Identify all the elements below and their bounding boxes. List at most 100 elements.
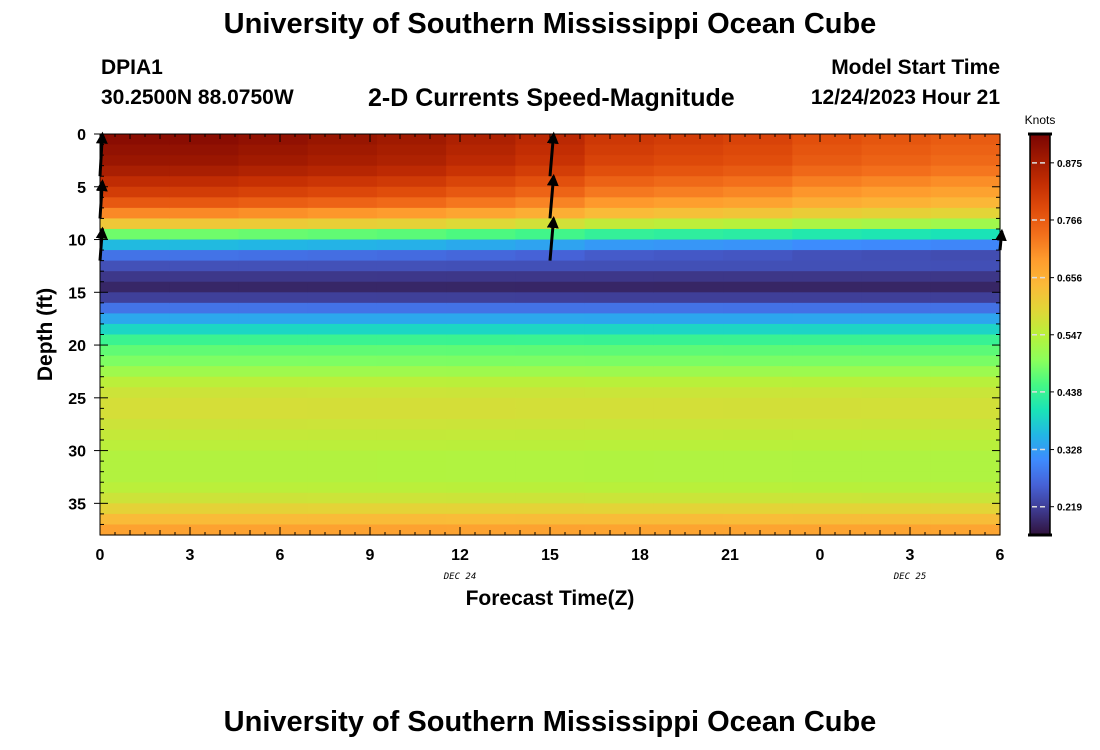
heatmap-cell <box>515 376 586 388</box>
heatmap-cell <box>515 492 586 504</box>
heatmap-cell <box>169 323 240 336</box>
heatmap-cell <box>515 313 586 325</box>
heatmap-cell <box>792 482 863 494</box>
heatmap-cell <box>861 323 932 336</box>
heatmap-cell <box>376 144 447 156</box>
y-tick-label: 0 <box>77 127 86 144</box>
y-tick-label: 25 <box>68 391 86 408</box>
heatmap-cell <box>307 165 378 177</box>
heatmap-cell <box>376 429 447 441</box>
heatmap-cell <box>446 366 516 378</box>
heatmap-cell <box>861 207 932 220</box>
heatmap-cell <box>515 302 586 314</box>
heatmap-cell <box>653 355 724 367</box>
heatmap-cell <box>792 345 863 357</box>
heatmap-cell <box>584 165 655 177</box>
heatmap-cell <box>169 513 240 526</box>
heatmap-cell <box>723 313 793 325</box>
heatmap-cell <box>861 218 932 230</box>
heatmap-cell <box>515 292 586 304</box>
x-axis: 0 3 6 9 12 15 18 21 0 3 6 DEC 24 DEC 25 <box>96 134 1005 582</box>
heatmap-cell <box>100 418 170 431</box>
heatmap-cell <box>930 281 1001 293</box>
heatmap-cell <box>376 239 447 251</box>
heatmap-cell <box>100 155 170 167</box>
heatmap-cell <box>238 492 309 504</box>
heatmap-cell <box>861 503 932 515</box>
heatmap-cell <box>515 144 586 156</box>
heatmap-cell <box>446 134 516 146</box>
heatmap-cell <box>307 271 378 283</box>
heatmap-cell <box>861 513 932 526</box>
heatmap-cell <box>792 271 863 283</box>
heatmap-cell <box>238 450 309 462</box>
heatmap-cell <box>446 292 516 304</box>
heatmap-cell <box>723 144 793 156</box>
heatmap-cell <box>446 355 516 367</box>
heatmap-cell <box>653 440 724 452</box>
heatmap-cell <box>653 334 724 346</box>
heatmap-cell <box>861 492 932 504</box>
heatmap-cell <box>584 313 655 325</box>
heatmap-cell <box>515 387 586 399</box>
y-tick-label: 10 <box>68 233 86 250</box>
date-label: DEC 25 <box>893 572 927 582</box>
heatmap-cell <box>238 144 309 156</box>
heatmap-cell <box>861 155 932 167</box>
heatmap-cell <box>653 376 724 388</box>
heatmap-cell <box>238 323 309 336</box>
heatmap-cell <box>446 450 516 462</box>
heatmap-cell <box>169 345 240 357</box>
heatmap-cell <box>169 239 240 251</box>
heatmap-cell <box>169 471 240 483</box>
colorbar-tick-label: 0.656 <box>1057 274 1082 285</box>
heatmap-cell <box>446 376 516 388</box>
heatmap-cell <box>930 418 1001 431</box>
heatmap-cell <box>446 302 516 314</box>
heatmap-cell <box>792 218 863 230</box>
heatmap-cell <box>376 524 447 536</box>
heatmap-cell <box>100 313 170 325</box>
heatmap-cell <box>307 429 378 441</box>
heatmap-cell <box>376 271 447 283</box>
heatmap-cell <box>792 176 863 188</box>
heatmap-cell <box>376 387 447 399</box>
heatmap-cell <box>307 503 378 515</box>
heatmap-cell <box>376 197 447 209</box>
heatmap-cell <box>100 271 170 283</box>
heatmap-cell <box>376 323 447 336</box>
heatmap-cell <box>100 503 170 515</box>
heatmap-cell <box>723 334 793 346</box>
heatmap-cell <box>446 471 516 483</box>
heatmap-cell <box>584 387 655 399</box>
heatmap-cell <box>723 239 793 251</box>
heatmap-cell <box>238 482 309 494</box>
heatmap-cell <box>723 292 793 304</box>
heatmap-chart: 0 3 6 9 12 15 18 21 0 3 6 DEC 24 DEC 25 0 5 10 15 20 25 30… <box>34 113 1082 610</box>
heatmap-cell <box>930 440 1001 452</box>
colorbar: Knots 0.875 0.766 0.656 0.547 0.438 0.328 0.219 <box>1025 113 1082 537</box>
heatmap-cell <box>653 186 724 198</box>
heatmap-cell <box>930 292 1001 304</box>
heatmap-cell <box>446 207 516 220</box>
y-axis-label: Depth (ft) <box>34 288 57 381</box>
heatmap-cell <box>238 345 309 357</box>
heatmap-cell <box>723 260 793 272</box>
heatmap-cell <box>307 397 378 409</box>
heatmap-cell <box>584 450 655 462</box>
heatmap-cell <box>930 334 1001 346</box>
heatmap-cell <box>376 440 447 452</box>
heatmap-cell <box>446 218 516 230</box>
heatmap-cell <box>792 397 863 409</box>
heatmap-cell <box>515 408 586 420</box>
heatmap-cell <box>584 155 655 167</box>
heatmap-cell <box>100 197 170 209</box>
heatmap-cell <box>307 334 378 346</box>
heatmap-cell <box>238 302 309 314</box>
heatmap-cell <box>584 144 655 156</box>
heatmap-cell <box>861 239 932 251</box>
heatmap-cell <box>169 207 240 220</box>
heatmap-cell <box>930 207 1001 220</box>
heatmap-cell <box>653 345 724 357</box>
heatmap-cell <box>169 144 240 156</box>
